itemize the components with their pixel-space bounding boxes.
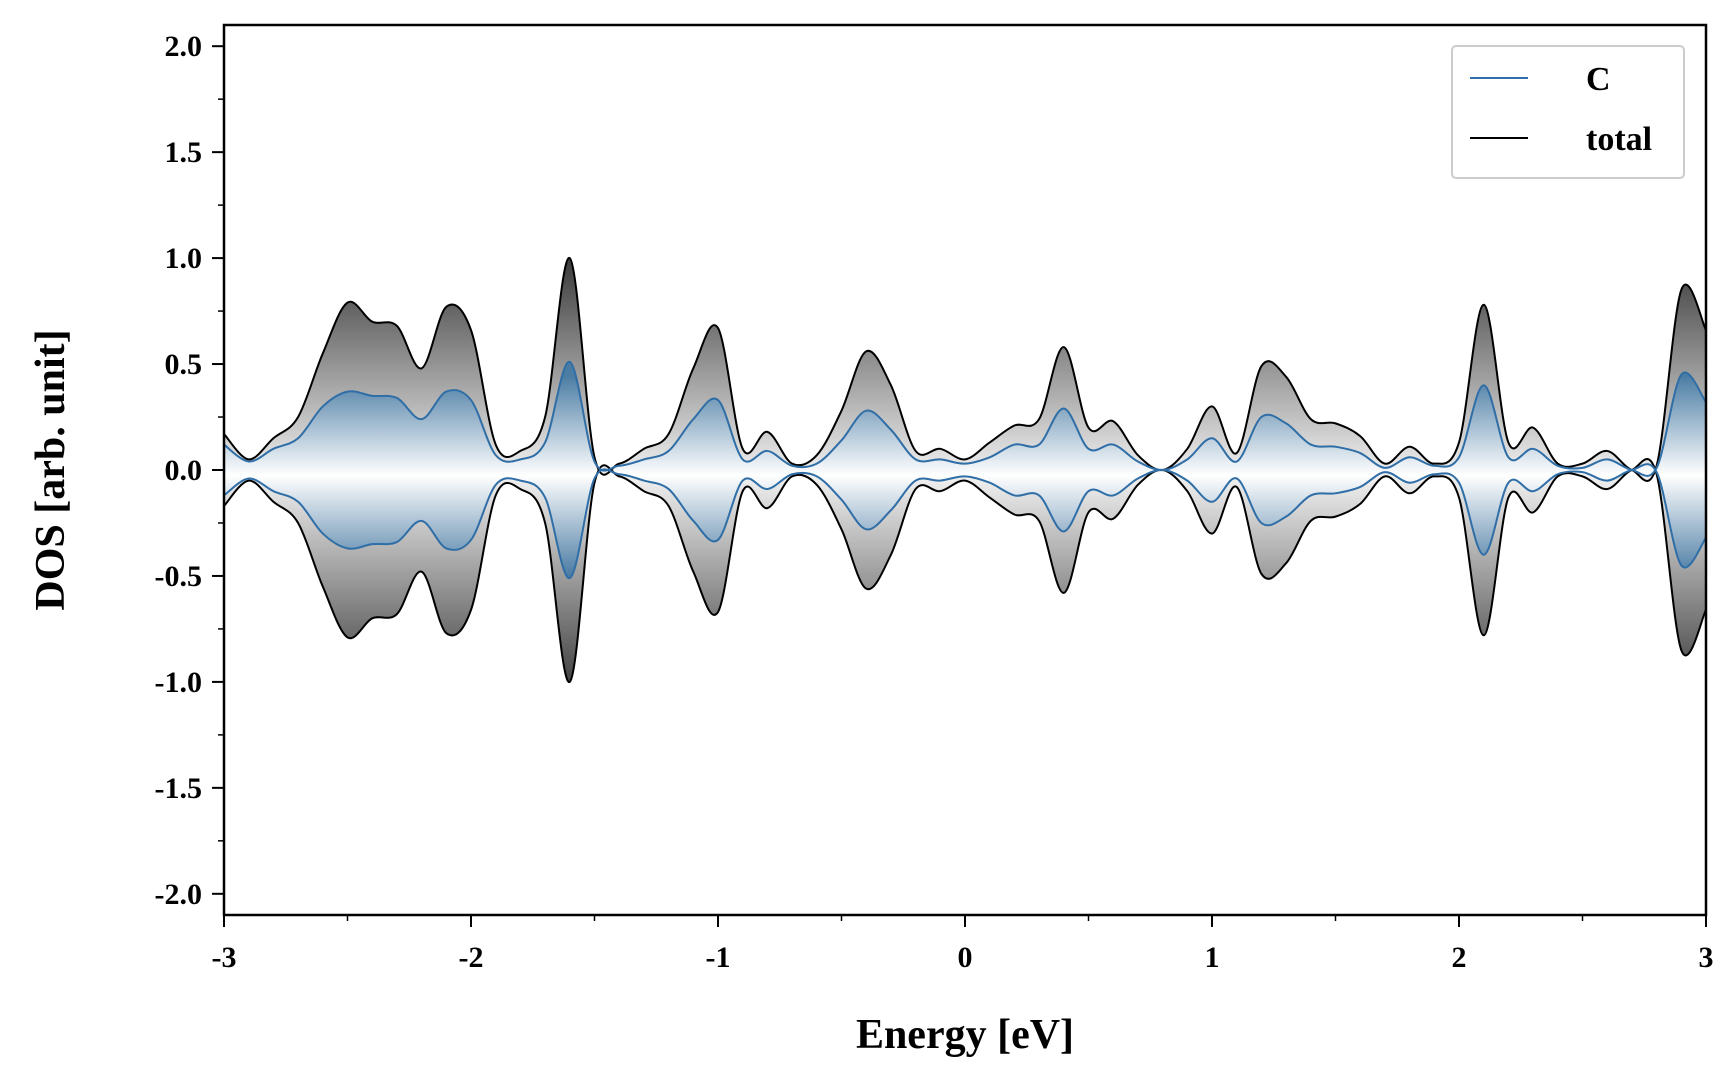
x-tick-label: -3 (212, 941, 237, 974)
x-tick-label: 3 (1699, 941, 1714, 974)
y-tick-label: 2.0 (165, 30, 203, 63)
legend: C total (1451, 45, 1685, 179)
legend-label-c: C (1586, 61, 1611, 98)
series-line-c-lower (224, 463, 1706, 580)
x-tick-label: -1 (706, 941, 731, 974)
y-tick-label: 1.5 (165, 136, 203, 169)
x-tick-label: 1 (1205, 941, 1220, 974)
y-tick-label: -1.0 (155, 666, 203, 699)
y-axis-title: DOS [arb. unit] (28, 329, 74, 610)
x-tick-label: -2 (459, 941, 484, 974)
series-fill-c (224, 361, 1706, 579)
series-line-total-upper (224, 257, 1706, 482)
series-line-total-lower (224, 458, 1706, 683)
x-axis-title: Energy [eV] (856, 1012, 1074, 1058)
x-tick-label: 2 (1452, 941, 1467, 974)
x-axis: -3 -2 -1 0 1 2 3 (212, 915, 1714, 974)
series-line-c-upper (224, 360, 1706, 477)
x-tick-label: 0 (958, 941, 973, 974)
y-axis: 2.0 1.5 1.0 0.5 0.0 -0.5 -1.0 -1.5 -2.0 (155, 30, 224, 911)
legend-label-total: total (1586, 121, 1652, 158)
y-tick-label: 1.0 (165, 242, 203, 275)
y-tick-label: -1.5 (155, 772, 203, 805)
y-tick-label: 0.0 (165, 454, 203, 487)
y-tick-label: 0.5 (165, 348, 203, 381)
dos-lines (224, 257, 1706, 683)
y-tick-label: -2.0 (155, 878, 203, 911)
dos-fills (224, 257, 1706, 683)
legend-box (1451, 45, 1685, 179)
y-tick-label: -0.5 (155, 560, 203, 593)
